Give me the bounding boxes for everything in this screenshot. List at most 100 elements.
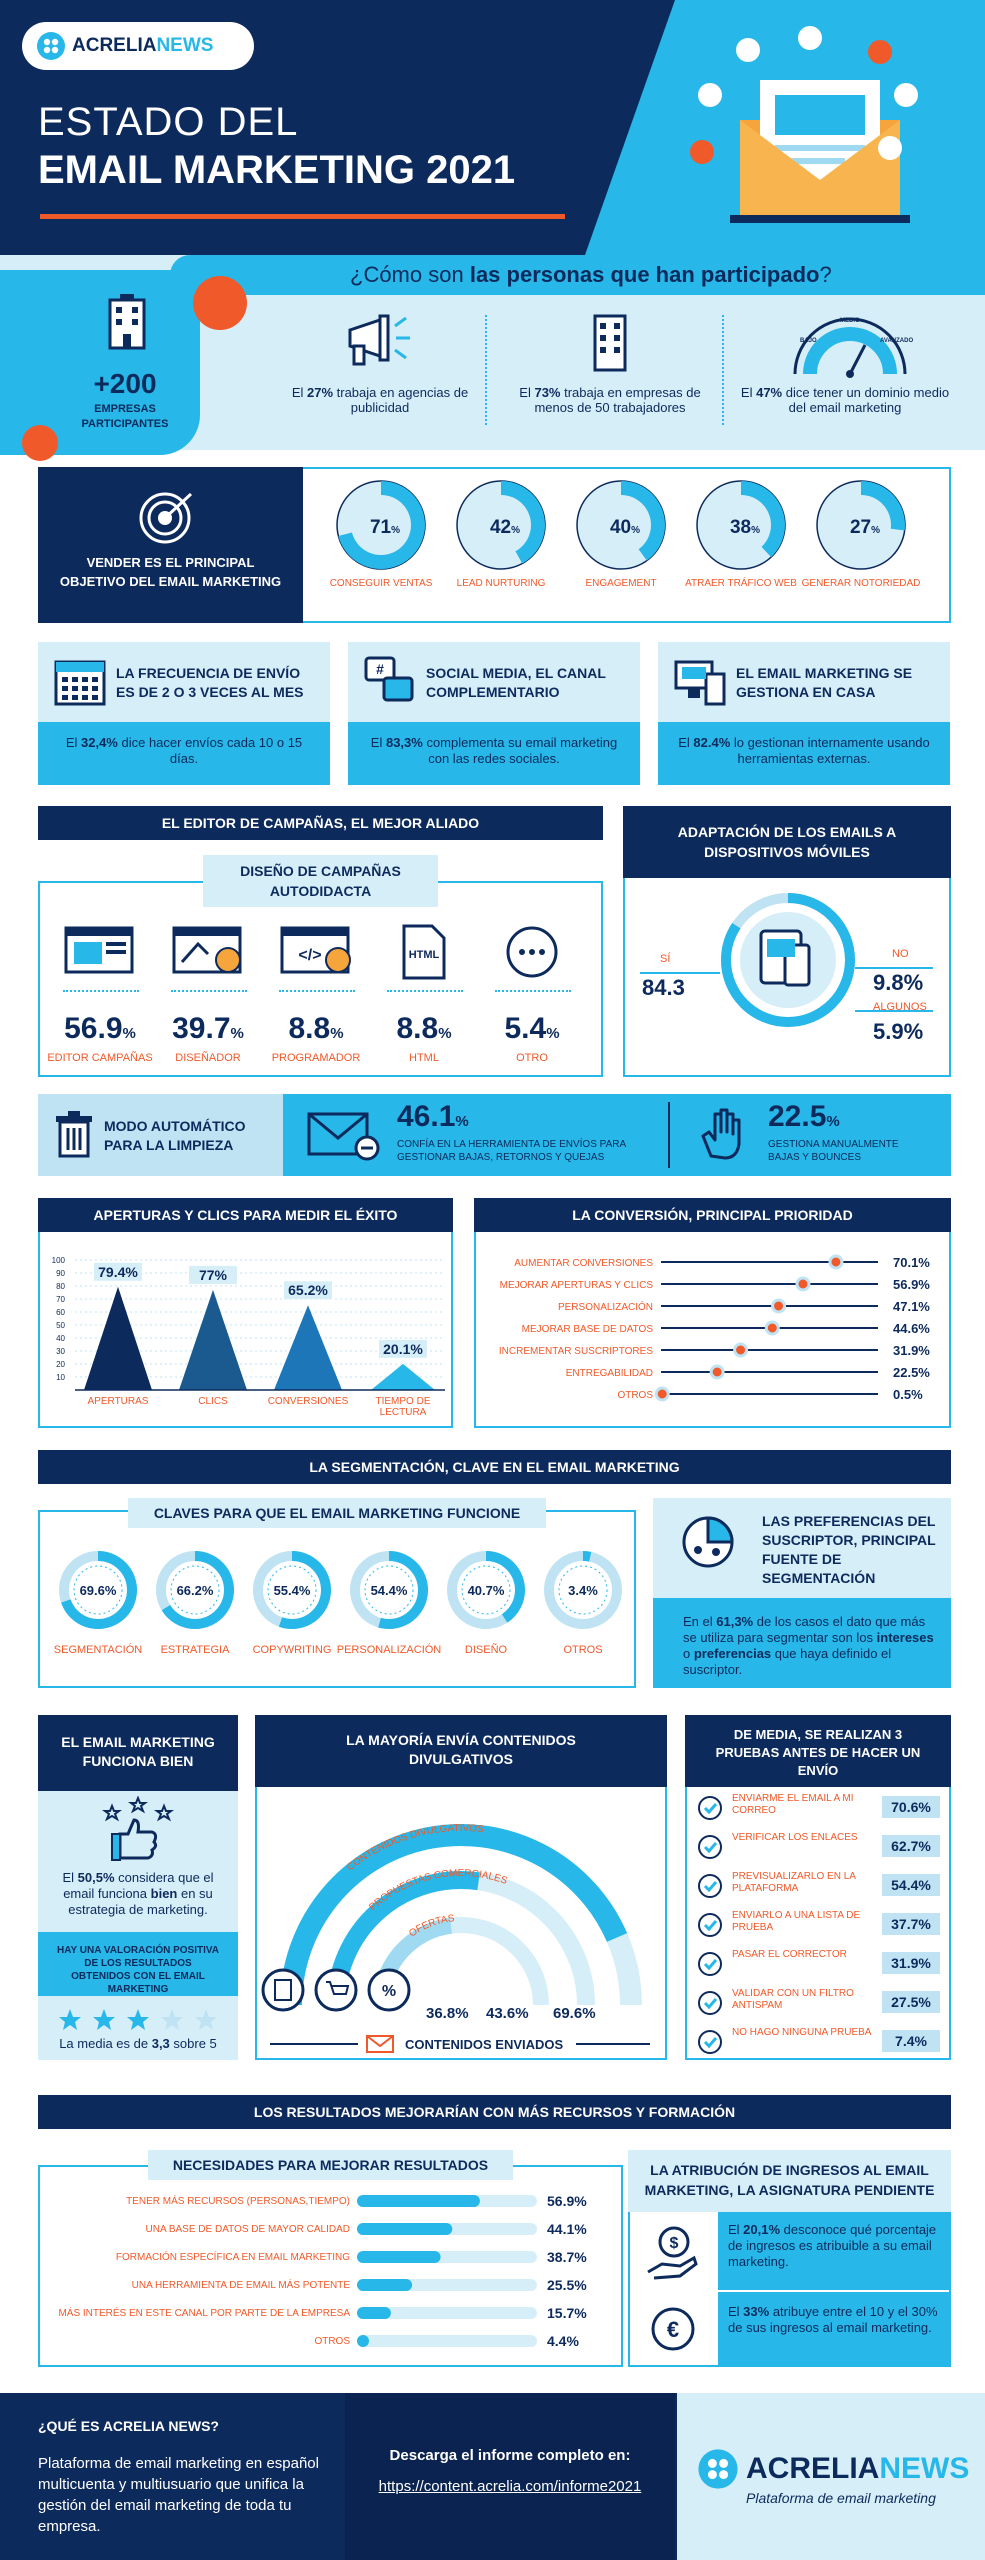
segmentation-donut: 3.4%	[544, 1551, 622, 1629]
value-label: 20.1%	[383, 1341, 423, 1357]
bar-value	[357, 2251, 441, 2263]
computer-icon	[674, 660, 726, 706]
cleanup-divider	[668, 1102, 670, 1168]
works-title: EL EMAIL MARKETING FUNCIONA BIEN	[38, 1715, 238, 1791]
svg-text:$: $	[670, 2235, 679, 2252]
category-label: APERTURAS	[88, 1396, 149, 1407]
editor-dots	[387, 990, 463, 992]
donut-value-arc	[544, 1551, 622, 1629]
category-label: AUMENTAR CONVERSIONES	[514, 1258, 653, 1269]
test-value: 37.7%	[882, 1913, 940, 1935]
resource-label: UNA HERRAMIENTA DE EMAIL MÁS POTENTE	[132, 2278, 351, 2291]
editor-value: 8.8%	[396, 1012, 452, 1045]
category-label: CONVERSIONES	[268, 1396, 349, 1407]
objective-label: GENERAR NOTORIEDAD	[801, 578, 921, 589]
footer-acrelia-logo-icon	[698, 2449, 738, 2489]
donut-value-arc	[350, 1551, 428, 1629]
test-value: 27.5%	[882, 1991, 940, 2013]
participants-left-panel	[0, 270, 200, 455]
svg-text:HTML: HTML	[409, 949, 440, 961]
t4: intereses	[876, 1630, 934, 1645]
editor-subheader: DISEÑO DE CAMPAÑAS AUTODIDACTA	[203, 855, 438, 907]
test-label: VERIFICAR LOS ENLACES	[732, 1832, 858, 1843]
stat-post: dice tener un dominio medio del email ma…	[782, 385, 950, 415]
mobile-line-left	[640, 972, 720, 974]
cleanup-auto-text: CONFÍA EN LA HERRAMIENTA DE ENVÍOS PARA …	[397, 1139, 626, 1163]
segmentation-label: SEGMENTACIÓN	[53, 1644, 143, 1656]
check-circle-icon	[698, 2030, 722, 2054]
objective-label: ATRAER TRÁFICO WEB	[685, 578, 797, 589]
bar-value	[357, 2195, 480, 2207]
donut-value: 66.2%	[177, 1583, 214, 1598]
star-icon	[93, 2009, 115, 2030]
editor-dots	[279, 990, 355, 992]
donut-value-arc	[253, 1551, 331, 1629]
t1: El	[62, 1870, 78, 1885]
mobile-no-label: NO	[892, 948, 909, 960]
editor-icon	[64, 926, 134, 974]
test-value: 31.9%	[882, 1952, 940, 1974]
stat-agencies: El 27% trabaja en agencias de publicidad	[280, 385, 480, 415]
category-label: PERSONALIZACIÓN	[558, 1300, 653, 1313]
t6: preferencias	[693, 1646, 772, 1661]
doc-icon	[261, 1968, 305, 2012]
fact-text: El 32,4% dice hacer envíos cada 10 o 15 …	[65, 735, 303, 766]
cleanup-auto-value: 46.1%	[397, 1100, 469, 1133]
test-label: NO HAGO NINGUNA PRUEBA	[732, 2027, 872, 2038]
t2: 20,1%	[743, 2222, 781, 2237]
test-label: PREVISUALIZARLO EN LA PLATAFORMA	[732, 1871, 856, 1894]
resources-box	[38, 2165, 623, 2367]
acrelia-logo-icon	[37, 32, 65, 60]
stat-small-companies: El 73% trabaja en empresas de menos de 5…	[505, 385, 715, 415]
orange-dot-bottom	[22, 425, 58, 461]
area-peak	[371, 1363, 435, 1390]
mobile-some-label: ALGUNOS	[873, 1001, 927, 1013]
editor-value: 5.4%	[504, 1012, 560, 1045]
test-value: 54.4%	[882, 1874, 940, 1896]
stat-post: trabaja en agencias de publicidad	[333, 385, 469, 415]
arc-value-label: 43.6%	[486, 2005, 529, 2020]
objective-donut: 40%	[576, 480, 666, 570]
segmentation-donut: 66.2%	[156, 1551, 234, 1629]
editor-dots	[495, 990, 571, 992]
resource-value: 4.4%	[547, 2333, 579, 2349]
value-label: 70.1%	[893, 1255, 930, 1270]
value-label: 0.5%	[893, 1387, 923, 1402]
fact-card-bottom	[38, 722, 330, 785]
value-label: 56.9%	[893, 1277, 930, 1292]
fact-card-bottom	[348, 722, 640, 785]
euro-coin-icon: €	[651, 2307, 695, 2351]
footer-report-link[interactable]: https://content.acrelia.com/informe2021	[378, 2478, 642, 2495]
attribution-panel-a	[718, 2212, 951, 2290]
objective-donut: 38%	[696, 480, 786, 570]
objective-donut: 42%	[456, 480, 546, 570]
mobile-header: ADAPTACIÓN DE LOS EMAILS A DISPOSITIVOS …	[623, 806, 951, 878]
calendar-icon	[54, 660, 106, 706]
divider-dotted	[485, 315, 487, 425]
test-label: PASAR EL CORRECTOR	[732, 1949, 847, 1960]
target-icon	[139, 492, 193, 544]
opens-chart: 100 90 80 70 60 50 40 30 20 10 79.4% APERTURAS 77% CL…	[52, 1256, 445, 1418]
y-tick-label: 90	[56, 1269, 65, 1278]
content-footer-label-bg	[358, 2030, 576, 2058]
y-tick-label: 70	[56, 1295, 65, 1304]
works-text: El 50,5% considera que el email funciona…	[48, 1870, 228, 1918]
logo-text-b: NEWS	[156, 35, 214, 56]
mobile-line-right-a	[855, 967, 933, 969]
value-label-bg	[379, 1339, 427, 1358]
heading-bold: las personas que han participado	[469, 262, 820, 287]
mobile-si-value: 84.3	[642, 975, 685, 1000]
email-envelope-illustration	[690, 26, 918, 223]
attribution-panel-b	[718, 2292, 951, 2367]
value: 22.5	[768, 1100, 827, 1133]
t3: considera que el email funciona	[63, 1870, 214, 1901]
check-circle-icon	[698, 1835, 722, 1859]
svg-text:#: #	[376, 661, 384, 677]
y-tick-label: 40	[56, 1334, 65, 1343]
category-label: TIEMPO DE	[375, 1396, 430, 1407]
value-dot	[709, 1364, 725, 1380]
value-label: 65.2%	[288, 1282, 328, 1298]
resource-label: MÁS INTERÉS EN ESTE CANAL POR PARTE DE L…	[58, 2306, 350, 2319]
donut-value: 69.6%	[80, 1583, 117, 1598]
office-building-icon	[593, 314, 627, 372]
